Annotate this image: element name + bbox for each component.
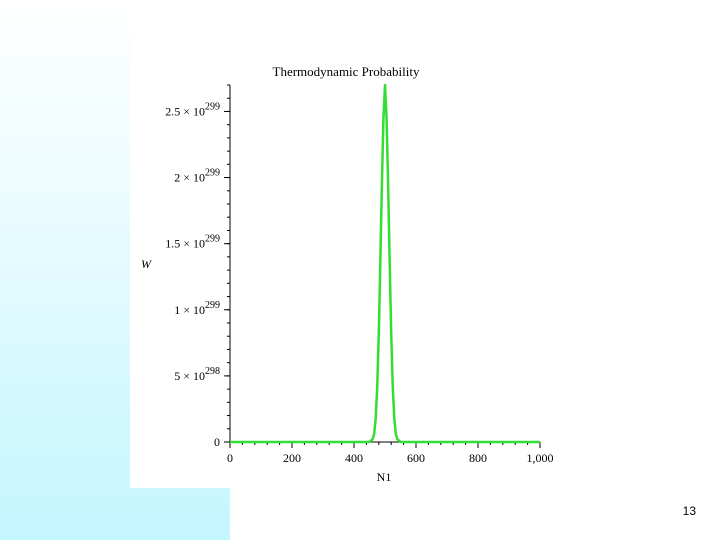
y-axis-title: W: [141, 257, 152, 271]
x-tick-label: 400: [345, 451, 363, 465]
series-line: [230, 83, 540, 444]
y-tick-label: 2.5 × 10299: [165, 101, 220, 118]
x-tick-label: 1,000: [527, 451, 554, 465]
ticks: 0 5 × 10298 1 × 10299 1.5 × 10299 2 × 10299 2…: [165, 84, 554, 465]
x-axis-title: N1: [377, 470, 392, 484]
page-number: 13: [682, 504, 696, 518]
x-tick-label: 0: [227, 451, 233, 465]
x-tick-label: 200: [283, 451, 301, 465]
x-tick-label: 800: [469, 451, 487, 465]
y-tick-label: 1 × 10299: [174, 300, 220, 317]
axes: [229, 85, 540, 443]
series-group: [230, 83, 540, 444]
chart-title: Thermodynamic Probability: [273, 64, 420, 79]
y-tick-label: 5 × 10298: [174, 366, 220, 383]
y-tick-label: 2 × 10299: [174, 168, 220, 185]
y-tick-label: 1.5 × 10299: [165, 234, 220, 251]
y-tick-label: 0: [214, 435, 220, 449]
x-tick-label: 600: [407, 451, 425, 465]
